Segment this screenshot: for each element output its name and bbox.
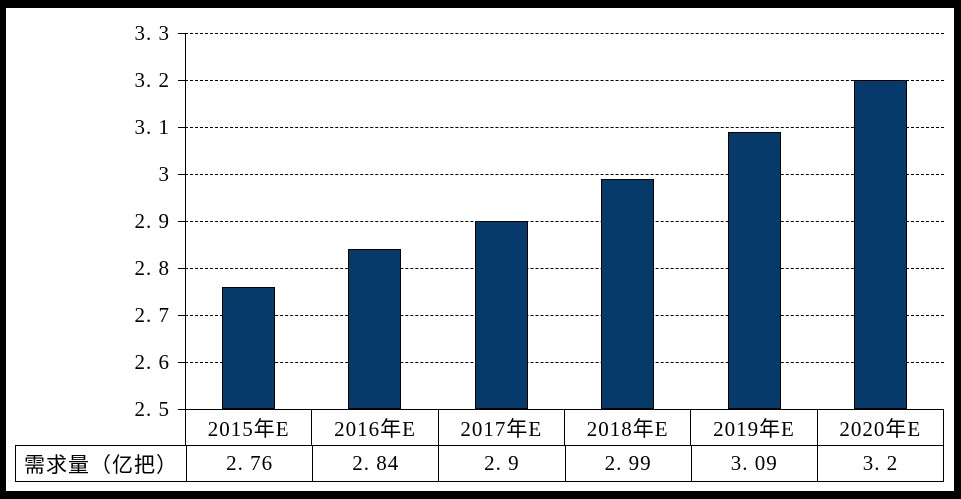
y-axis-tick [178,221,185,222]
bar-2016年E [348,249,402,409]
category-cell: 2017年E [437,410,564,445]
y-axis-label: 2. 6 [134,350,170,374]
value-row: 需求量（亿把） 2. 76 2. 84 2. 9 2. 99 3. 09 3. 2 [15,445,944,482]
bar-2018年E [601,178,655,409]
category-cell: 2020年E [816,410,943,445]
y-axis-tick [178,127,185,128]
y-axis-tick [178,315,185,316]
gridline [185,127,944,128]
y-axis-label: 2. 8 [134,256,170,280]
category-cell: 2019年E [690,410,816,445]
y-axis-tick [178,409,185,410]
y-axis-tick [178,174,185,175]
gridline [185,315,944,316]
row-header-cell: 需求量（亿把） [24,452,178,477]
gridline [185,268,944,269]
gridline [185,33,944,34]
y-axis-label: 3. 2 [134,68,170,92]
y-axis-tick [178,268,185,269]
bar-2020年E [854,80,908,409]
category-cell: 2015年E [207,416,290,441]
category-row: 2015年E 2016年E 2017年E 2018年E 2019年E 2020年E [185,409,944,445]
value-cell: 2. 84 [312,446,438,481]
value-cell: 3. 2 [816,446,943,481]
y-axis-label: 3 [158,162,170,186]
y-axis-label: 2. 9 [134,209,170,233]
bar-2019年E [727,131,781,409]
value-cell: 2. 9 [438,446,564,481]
gridline [185,221,944,222]
gridline [185,80,944,81]
value-cell: 2. 99 [564,446,691,481]
value-cell: 3. 09 [690,446,817,481]
gridline [185,174,944,175]
y-axis-label: 2. 7 [134,303,170,327]
category-cell: 2018年E [563,410,690,445]
category-cell: 2016年E [311,410,437,445]
bar-2015年E [221,286,275,409]
bar-2017年E [474,221,528,409]
value-cell: 2. 76 [186,446,312,481]
y-axis-tick [178,362,185,363]
y-axis-line [185,33,186,409]
y-axis-label: 3. 1 [134,115,170,139]
y-axis-tick [178,80,185,81]
y-axis-label: 2. 5 [134,397,170,421]
y-axis-label: 3. 3 [134,21,170,45]
gridline [185,362,944,363]
y-axis-tick [178,33,185,34]
